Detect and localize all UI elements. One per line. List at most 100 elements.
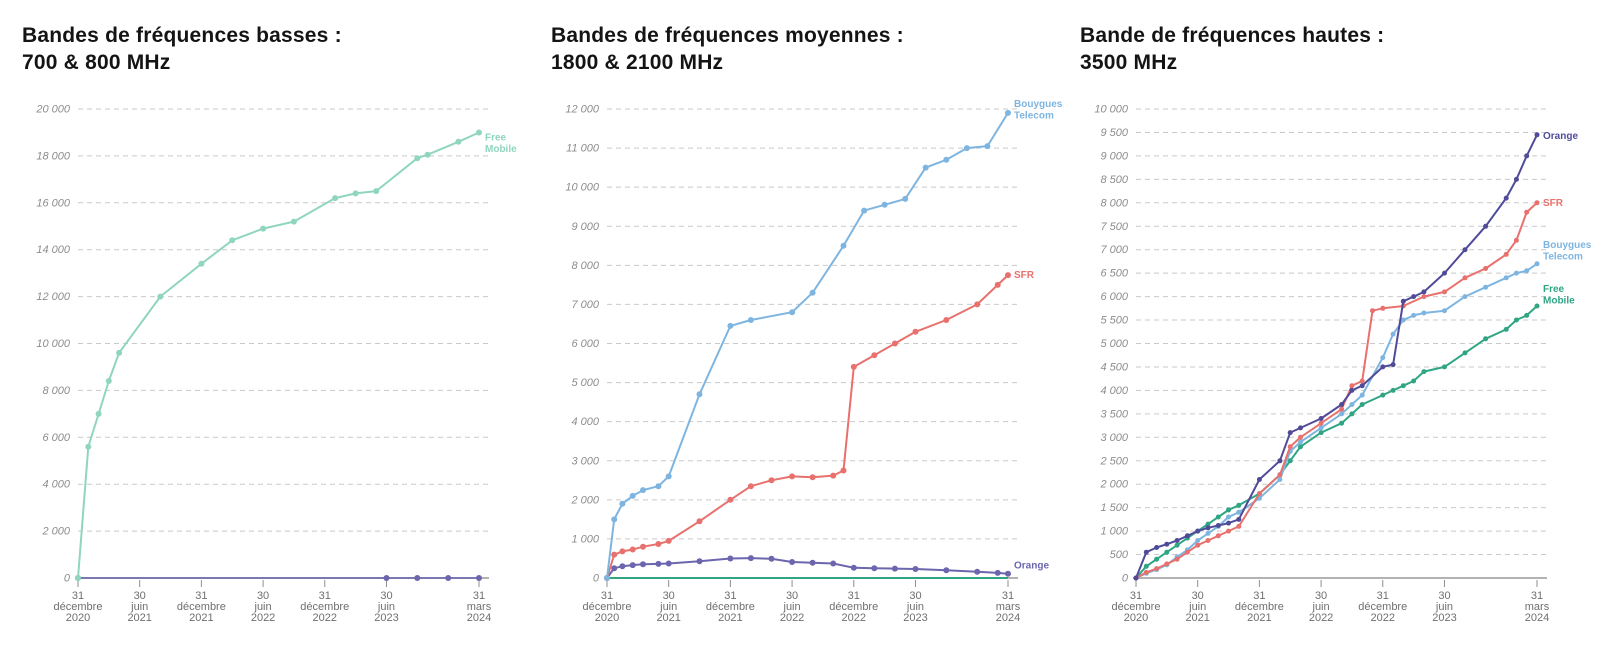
- data-point-bouygues-telecom: [1195, 537, 1201, 543]
- data-point-sfr: [974, 300, 981, 307]
- data-point-orange: [629, 561, 636, 568]
- y-axis-tick-label: 9 500: [1100, 127, 1128, 139]
- data-point-free-mobile: [85, 443, 92, 450]
- x-axis-tick-label: 30: [380, 590, 392, 602]
- y-axis-tick-label: 12 000: [565, 103, 600, 115]
- data-point-free-mobile: [260, 225, 267, 232]
- data-point-sfr: [994, 281, 1001, 288]
- data-point-free-mobile: [1143, 563, 1149, 569]
- y-axis-tick-label: 4 000: [42, 478, 70, 490]
- chart-title-line1: Bande de fréquences hautes :: [1080, 24, 1385, 47]
- data-point-orange: [1380, 363, 1386, 369]
- x-axis-tick-label: 2020: [1124, 612, 1148, 624]
- data-point-orange: [1287, 429, 1293, 435]
- data-point-free-mobile: [157, 293, 164, 300]
- series-line-bouygues-telecom: [606, 111, 1009, 578]
- y-axis-tick-label: 8 000: [1100, 197, 1128, 209]
- x-axis-tick-label: juin: [254, 601, 272, 613]
- data-point-bouygues-telecom: [665, 472, 672, 479]
- x-axis-tick-label: 30: [663, 590, 675, 602]
- y-axis-tick-label: 8 500: [1100, 173, 1128, 185]
- chart-title-line2: 1800 & 2100 MHz: [551, 51, 724, 75]
- data-point-orange: [974, 568, 981, 575]
- data-point-sfr: [1298, 434, 1303, 440]
- data-point-sfr: [840, 467, 847, 474]
- data-point-free-mobile: [424, 151, 431, 158]
- x-axis-tick-label: 2021: [656, 612, 680, 624]
- x-axis-tick-label: décembre: [1358, 601, 1407, 613]
- data-point-orange: [1318, 415, 1324, 421]
- mid-bands-line-chart: 0 1 000 2 000 3 000 4 000 5 000 6 000 7 000 8 00…: [549, 95, 1064, 640]
- data-point-orange: [1483, 223, 1489, 229]
- data-point-free-mobile: [1390, 387, 1396, 393]
- x-axis-tick-label: 31: [319, 590, 331, 602]
- data-point-free-mobile: [1513, 317, 1519, 323]
- data-point-orange: [1226, 520, 1231, 526]
- low-bands-line-chart: 0 2 000 4 000 6 000 8 000 10 000 12 000 14 000 1…: [20, 95, 535, 640]
- data-point-bouygues-telecom: [809, 289, 816, 296]
- y-axis-tick-label: 10 000: [36, 338, 71, 350]
- x-axis-tick-label: 30: [1192, 590, 1204, 602]
- x-axis-tick-label: 31: [724, 590, 736, 602]
- data-point-bouygues-telecom: [1236, 509, 1242, 515]
- data-point-free-mobile: [1411, 378, 1417, 384]
- chart-section-mid-bands: Bandes de fréquences moyennes : 1800 & 2…: [549, 14, 1064, 640]
- series-line-orange: [606, 556, 1009, 579]
- x-axis-tick-label: juin: [1312, 601, 1330, 613]
- x-axis-tick-label: mars: [467, 601, 492, 613]
- x-axis-tick-label: 2024: [467, 612, 491, 624]
- data-point-orange: [850, 564, 857, 571]
- series-end-label-bouygues-telecom: Bouygues: [1014, 99, 1063, 110]
- data-point-sfr: [611, 551, 618, 558]
- data-point-orange: [891, 565, 898, 572]
- data-point-sfr: [1277, 471, 1283, 477]
- data-point-bouygues-telecom: [1442, 307, 1447, 313]
- data-point-sfr: [1215, 532, 1221, 538]
- x-axis-tick-label: 31: [601, 590, 613, 602]
- data-point-free-mobile: [1154, 556, 1160, 562]
- data-point-free-mobile: [198, 260, 205, 267]
- data-point-bouygues-telecom: [1339, 410, 1345, 416]
- x-axis-tick-label: 2022: [1371, 612, 1395, 624]
- x-axis-tick-label: 2021: [1247, 612, 1271, 624]
- data-point-bouygues-telecom: [1524, 267, 1530, 273]
- data-point-orange: [696, 557, 703, 564]
- y-axis-tick-label: 2 000: [570, 494, 599, 506]
- data-point-bouygues-telecom: [922, 164, 929, 171]
- data-point-free-mobile: [105, 377, 112, 384]
- data-point-orange: [1359, 382, 1365, 388]
- data-point-bouygues-telecom: [604, 574, 610, 581]
- data-point-sfr: [1318, 420, 1324, 426]
- y-axis-tick-label: 2 000: [41, 525, 70, 537]
- data-point-orange: [1205, 524, 1211, 530]
- y-axis-tick-label: 16 000: [36, 197, 71, 209]
- data-point-bouygues-telecom: [902, 195, 909, 202]
- series-end-label-sfr: SFR: [1014, 270, 1035, 281]
- chart-title-mid-bands: Bandes de fréquences moyennes : 1800 & 2…: [551, 22, 1064, 77]
- data-point-orange: [1174, 537, 1180, 543]
- data-point-bouygues-telecom: [1421, 310, 1427, 316]
- data-point-free-mobile: [1215, 514, 1221, 520]
- data-point-free-mobile: [1442, 363, 1447, 369]
- data-point-sfr: [1503, 251, 1509, 257]
- data-point-orange: [1462, 246, 1468, 252]
- data-point-sfr: [1534, 199, 1540, 205]
- data-point-sfr: [655, 540, 662, 547]
- series-line-orange: [1135, 133, 1538, 578]
- data-point-bouygues-telecom: [1277, 476, 1283, 482]
- data-point-bouygues-telecom: [696, 390, 703, 397]
- x-axis-tick-label: 2022: [842, 612, 866, 624]
- x-axis-tick-label: décembre: [1235, 601, 1284, 613]
- chart-section-low-bands: Bandes de fréquences basses : 700 & 800 …: [20, 14, 535, 640]
- series-end-label-bouygues-telecom: Telecom: [1543, 251, 1583, 262]
- y-axis-tick-label: 1 000: [1100, 525, 1128, 537]
- y-axis-tick-label: 6 500: [1100, 267, 1128, 279]
- data-point-orange: [768, 555, 775, 562]
- y-axis-tick-label: 20 000: [35, 103, 71, 115]
- data-point-bouygues-telecom: [881, 201, 888, 208]
- data-point-orange: [611, 564, 618, 571]
- data-point-bouygues-telecom: [619, 500, 626, 507]
- data-point-free-mobile: [476, 129, 482, 136]
- data-point-bouygues-telecom: [963, 144, 970, 151]
- data-point-sfr: [1184, 549, 1190, 555]
